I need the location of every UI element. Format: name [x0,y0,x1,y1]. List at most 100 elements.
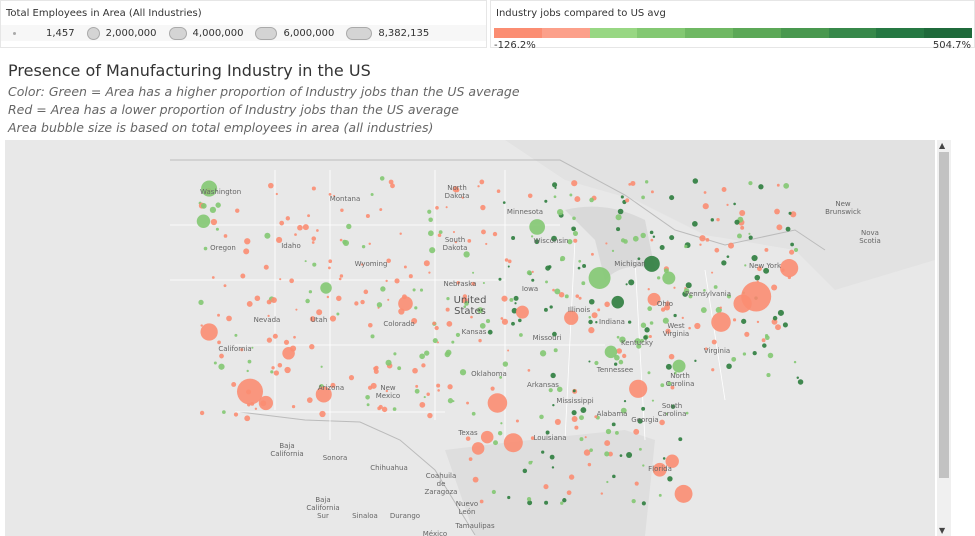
area-bubble[interactable] [754,274,761,281]
area-bubble[interactable] [268,182,274,189]
area-bubble[interactable] [560,258,563,262]
area-bubble[interactable] [640,322,647,328]
area-bubble[interactable] [777,309,784,316]
area-bubble[interactable] [790,242,794,247]
area-bubble[interactable] [437,233,442,238]
area-bubble[interactable] [266,299,272,305]
area-bubble-seattle[interactable] [201,180,218,197]
area-bubble[interactable] [511,236,516,241]
area-bubble[interactable] [637,418,643,424]
area-bubble[interactable] [471,281,476,286]
area-bubble[interactable] [445,206,448,209]
area-bubble[interactable] [789,249,795,255]
area-bubble[interactable] [234,333,238,337]
area-bubble-kansas-city[interactable] [515,305,529,319]
area-bubble-san-antonio[interactable] [471,442,485,455]
area-bubble[interactable] [320,365,323,368]
area-bubble[interactable] [454,187,460,193]
area-bubble[interactable] [393,352,397,356]
area-bubble[interactable] [562,498,567,503]
area-bubble[interactable] [554,418,561,425]
area-bubble[interactable] [588,298,595,305]
area-bubble[interactable] [648,334,652,339]
area-bubble[interactable] [590,252,594,256]
area-bubble[interactable] [692,178,699,184]
area-bubble[interactable] [514,302,517,305]
area-bubble[interactable] [793,247,799,252]
area-bubble[interactable] [309,344,315,350]
area-bubble[interactable] [330,382,336,388]
area-bubble[interactable] [776,224,783,231]
area-bubble[interactable] [309,316,316,322]
area-bubble-san-diego[interactable] [258,395,274,411]
area-bubble[interactable] [527,193,533,199]
area-bubble[interactable] [223,284,227,288]
area-bubble[interactable] [566,490,572,496]
area-bubble[interactable] [647,306,653,312]
area-bubble[interactable] [764,335,770,340]
area-bubble[interactable] [297,224,303,231]
area-bubble[interactable] [744,331,750,337]
area-bubble[interactable] [572,389,576,393]
area-bubble[interactable] [408,274,413,279]
area-bubble[interactable] [606,480,609,484]
area-bubble[interactable] [580,407,587,413]
area-bubble[interactable] [254,407,258,410]
area-bubble[interactable] [748,181,753,186]
area-bubble[interactable] [419,401,426,408]
area-bubble[interactable] [669,195,675,201]
area-bubble[interactable] [522,468,528,474]
area-bubble[interactable] [573,238,578,243]
area-bubble[interactable] [414,306,418,310]
area-bubble[interactable] [571,226,576,232]
area-bubble[interactable] [660,383,665,388]
area-bubble[interactable] [284,366,291,374]
area-bubble[interactable] [634,338,641,345]
area-bubble[interactable] [620,195,624,199]
area-bubble[interactable] [544,500,549,505]
area-bubble[interactable] [235,208,240,213]
area-bubble[interactable] [591,312,598,319]
area-bubble[interactable] [266,337,273,343]
area-bubble[interactable] [616,348,622,354]
area-bubble-tampa[interactable] [652,462,667,477]
area-bubble[interactable] [766,373,771,378]
area-bubble[interactable] [619,336,626,343]
map-canvas[interactable] [5,140,935,536]
area-bubble[interactable] [772,315,778,321]
area-bubble[interactable] [762,343,767,348]
area-bubble[interactable] [665,363,672,370]
area-bubble[interactable] [447,398,454,404]
area-bubble[interactable] [739,209,746,216]
area-bubble[interactable] [412,288,416,292]
area-bubble-houston[interactable] [503,433,523,453]
area-bubble[interactable] [694,359,697,362]
area-bubble[interactable] [419,353,425,360]
area-bubble[interactable] [656,276,661,280]
area-bubble[interactable] [328,259,333,264]
area-bubble[interactable] [662,317,669,324]
area-bubble[interactable] [446,321,453,327]
area-bubble[interactable] [625,283,628,286]
area-bubble[interactable] [497,431,503,436]
area-bubble[interactable] [518,318,522,323]
area-bubble[interactable] [640,232,646,239]
area-bubble[interactable] [365,394,370,400]
area-bubble[interactable] [427,209,432,214]
area-bubble[interactable] [543,484,549,490]
area-bubble[interactable] [283,339,290,345]
area-bubble[interactable] [782,322,788,328]
area-bubble[interactable] [434,325,439,331]
area-bubble[interactable] [669,235,675,241]
area-bubble-portland[interactable] [196,214,211,228]
area-bubble[interactable] [614,362,618,366]
area-bubble[interactable] [302,224,309,231]
area-bubble[interactable] [726,203,729,206]
area-bubble-detroit[interactable] [643,255,660,272]
area-bubble[interactable] [608,451,613,457]
area-bubble[interactable] [539,414,544,420]
area-bubble[interactable] [263,264,269,270]
area-bubble[interactable] [611,249,615,253]
area-bubble[interactable] [507,259,512,264]
area-bubble-minneapolis[interactable] [529,219,546,235]
